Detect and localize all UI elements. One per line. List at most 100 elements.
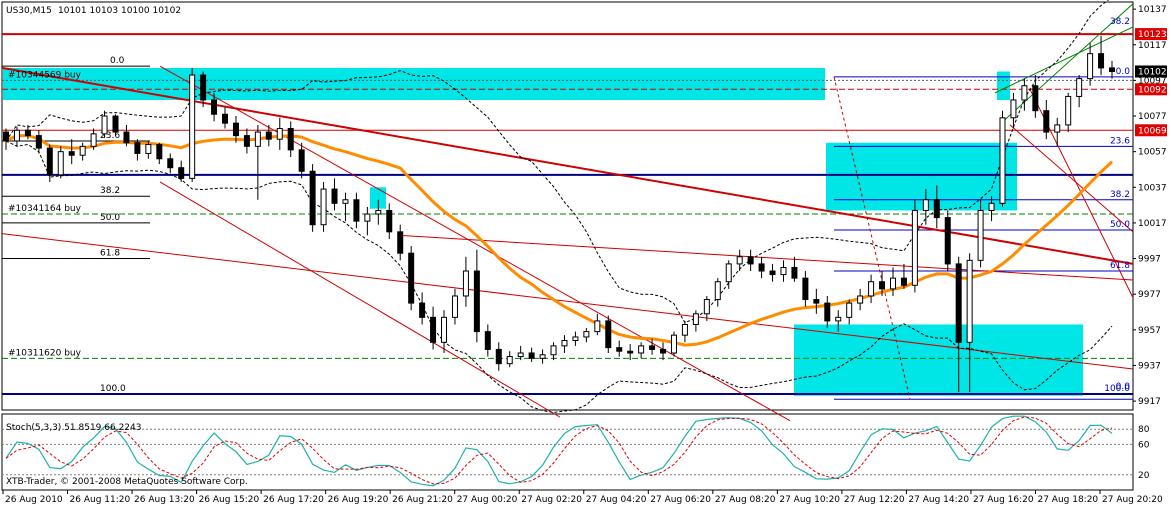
candle-body — [430, 316, 437, 343]
highlight-zone — [3, 67, 825, 100]
candle-body — [692, 313, 699, 325]
price-tick-label: 10037 — [1138, 183, 1167, 193]
order-label: #10341164 buy — [8, 204, 82, 214]
time-tick-label: 27 Aug 02:20 — [521, 495, 582, 505]
candle-body — [495, 348, 502, 365]
fib-level-label: 38.2 — [100, 186, 120, 196]
candle-body — [627, 350, 634, 354]
candle-body — [868, 281, 875, 297]
time-tick-label: 26 Aug 2010 — [5, 495, 63, 505]
candle-body — [386, 209, 393, 233]
candle-body — [879, 281, 886, 290]
candle-body — [1021, 85, 1028, 101]
candle-body — [243, 135, 250, 147]
candle-body — [320, 188, 327, 226]
time-tick-label: 27 Aug 00:20 — [457, 495, 518, 505]
price-tick-label: 10097 — [1138, 76, 1167, 86]
candle-body — [200, 74, 207, 101]
price-tick-label: 9937 — [1138, 361, 1161, 371]
candle-body — [517, 352, 524, 358]
fib-level-label: 50.0 — [100, 213, 120, 223]
trend-line — [833, 76, 911, 400]
candle-body — [1043, 110, 1050, 133]
price-tag-label: 10102 — [1138, 67, 1167, 77]
candle-body — [977, 209, 984, 261]
candle-body — [397, 231, 404, 254]
upper-band-line — [5, 0, 1110, 324]
price-tag — [1135, 65, 1167, 78]
price-tick-label: 9957 — [1138, 326, 1161, 336]
candle-body — [331, 188, 338, 204]
highlight-zone — [826, 142, 1017, 211]
time-tick-label: 27 Aug 06:20 — [650, 495, 711, 505]
candle-body — [955, 263, 962, 343]
highlight-zone — [997, 71, 1010, 100]
candle-body — [1087, 53, 1094, 80]
candle-body — [539, 354, 546, 359]
candle-body — [408, 252, 415, 304]
candle-body — [506, 356, 513, 365]
candle-body — [265, 131, 272, 140]
candle-body — [1032, 85, 1039, 112]
candle-body — [112, 115, 119, 133]
candle-body — [528, 352, 535, 359]
candle-body — [57, 151, 64, 176]
candle-body — [660, 348, 667, 354]
candle-body — [353, 199, 360, 222]
stoch-label: Stoch(5,3,3) 51.8519 66.2243 — [6, 423, 141, 433]
stoch-main-line — [5, 415, 1113, 487]
candle-body — [824, 302, 831, 322]
fib-level-label: 0.0 — [1116, 67, 1131, 77]
lower-band-line — [5, 140, 1113, 414]
time-tick-label: 26 Aug 19:20 — [328, 495, 389, 505]
time-tick-label: 26 Aug 15:20 — [199, 495, 260, 505]
price-tick-label: 9997 — [1138, 255, 1161, 265]
time-tick-label: 27 Aug 08:20 — [715, 495, 776, 505]
fib-level-label: 50.0 — [1110, 220, 1130, 230]
trend-line — [994, 26, 1134, 94]
time-tick-label: 27 Aug 12:20 — [844, 495, 905, 505]
fib-level-label: 38.2 — [1110, 17, 1130, 27]
stoch-panel-frame — [1, 413, 1134, 491]
order-label: #10344569 buy — [8, 70, 82, 80]
candle-body — [1076, 78, 1083, 97]
price-tick-label: 9977 — [1138, 290, 1161, 300]
fib-level-label: 23.6 — [100, 131, 120, 141]
candle-body — [550, 345, 557, 356]
candle-body — [68, 151, 75, 156]
candle-body — [714, 281, 721, 301]
candle-body — [364, 213, 371, 222]
time-tick-label: 26 Aug 13:20 — [134, 495, 195, 505]
candle-body — [605, 320, 612, 349]
trend-line — [399, 234, 1134, 281]
stoch-tick-label: 60 — [1138, 440, 1150, 450]
time-tick-label: 27 Aug 10:20 — [779, 495, 840, 505]
candle-body — [211, 99, 218, 115]
price-tag — [1135, 83, 1167, 96]
time-tick-label: 27 Aug 14:20 — [908, 495, 969, 505]
price-tick-label: 10137 — [1138, 5, 1167, 15]
stoch-tick-label: 20 — [1138, 471, 1150, 481]
candle-body — [966, 259, 973, 343]
candle-body — [911, 209, 918, 286]
fib-level-label: 0.0 — [1116, 382, 1131, 392]
price-tick-label: 10057 — [1138, 148, 1167, 158]
price-tick-label: 10117 — [1138, 41, 1167, 51]
candle-body — [670, 334, 677, 354]
candle-body — [473, 270, 480, 333]
candle-body — [3, 131, 9, 142]
candle-body — [287, 127, 294, 151]
time-tick-label: 27 Aug 20:20 — [1102, 495, 1163, 505]
candle-body — [900, 277, 907, 286]
trend-line — [159, 181, 561, 418]
candle-body — [835, 316, 842, 322]
candle-body — [616, 347, 623, 352]
highlight-zone — [370, 187, 386, 209]
candle-body — [1010, 99, 1017, 119]
candle-body — [375, 209, 382, 215]
price-tick-label: 10077 — [1138, 112, 1167, 122]
candle-body — [254, 131, 261, 147]
time-tick-label: 27 Aug 18:20 — [1037, 495, 1098, 505]
